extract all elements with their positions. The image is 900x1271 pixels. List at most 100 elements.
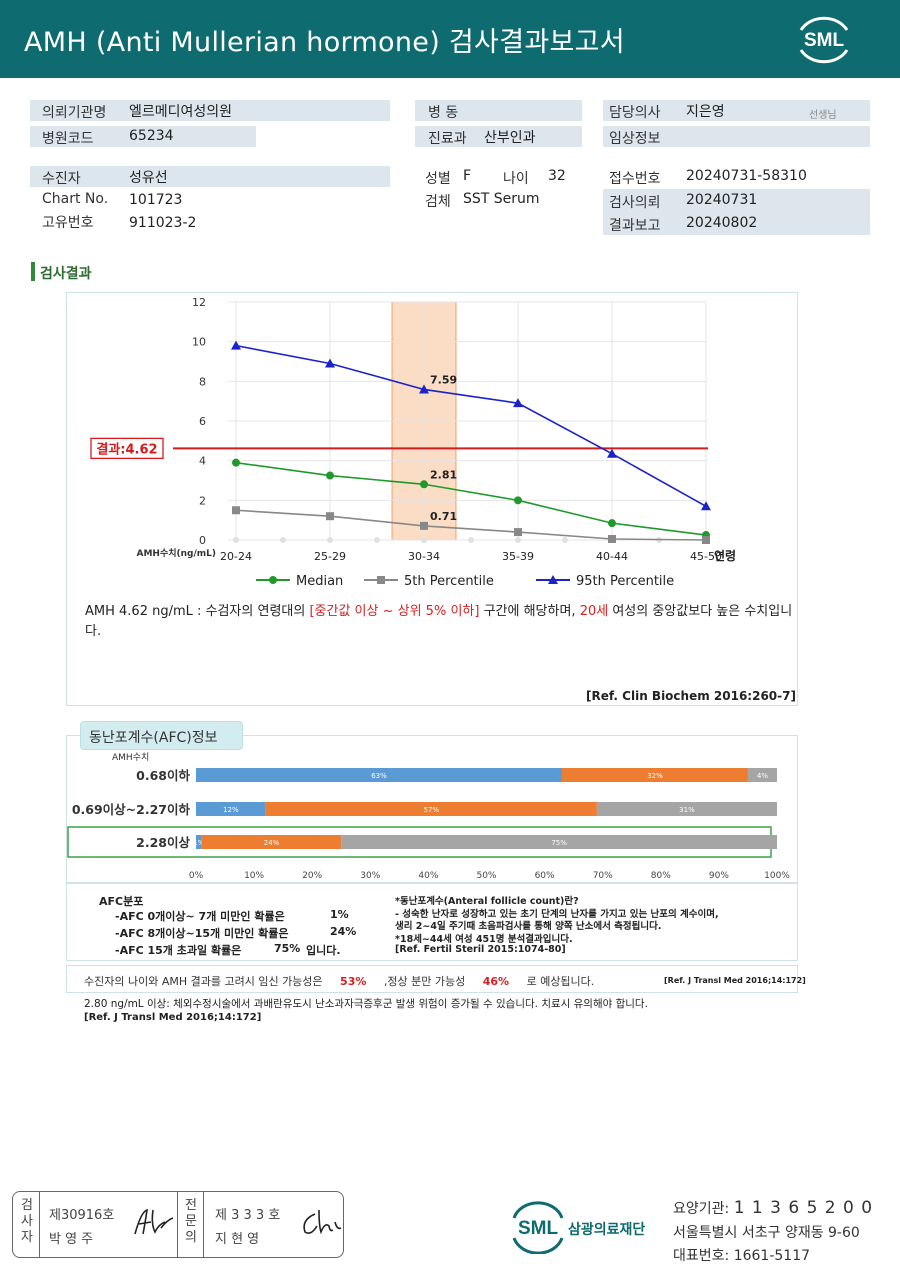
legend-label: 5th Percentile (404, 574, 494, 589)
afc-dist-value-1: 1% (330, 908, 349, 921)
afc-segment-label: 57% (424, 806, 440, 814)
series-line (235, 344, 707, 507)
median-point (420, 480, 428, 489)
doctor-label: 담당의사 (609, 105, 661, 121)
examiner-signature-icon (134, 1208, 174, 1235)
unique-no-label: 고유번호 (42, 215, 94, 231)
unique-no-value: 911023-2 (129, 215, 197, 231)
specialist-signature-icon (303, 1209, 342, 1235)
legend-label: Median (296, 574, 343, 589)
y-tick-label: 4 (199, 455, 206, 468)
specimen-label: 검체 (425, 194, 451, 210)
afc-x-tick-label: 0% (189, 871, 204, 881)
afc-bar-segment (196, 835, 202, 849)
foundation-name: 삼광의료재단 (568, 1222, 646, 1238)
signature-box: 검사자 제30916호 박 영 주 전문의 제 3 3 3 호 지 현 영 (12, 1191, 344, 1258)
age-value: 32 (548, 168, 566, 184)
data-label: 0.71 (430, 510, 457, 523)
specialist-cell: 전문의 (179, 1192, 203, 1257)
afc-x-tick-label: 70% (593, 871, 613, 881)
request-label: 검사의뢰 (609, 195, 661, 211)
axis-dot (421, 537, 427, 543)
interp-age: 20세 (579, 604, 609, 619)
address: 서울특별시 서초구 양재동 9-60 (673, 1225, 860, 1241)
afc-amh-label: AMH수치 (112, 751, 149, 763)
prob-part-1: 수진자의 나이와 AMH 결과를 고려시 임신 가능성은 (84, 975, 323, 988)
axis-dot (515, 537, 521, 543)
request-value: 20240731 (686, 192, 758, 208)
dept-value: 산부인과 (484, 130, 536, 146)
afc-segment-label: 63% (371, 772, 387, 780)
afc-x-tick-label: 40% (418, 871, 438, 881)
data-label: 2.81 (430, 468, 457, 481)
afc-row-label: 0.68이하 (136, 768, 190, 783)
examiner-name: 박 영 주 (49, 1232, 94, 1247)
ward-label: 병 동 (428, 105, 459, 121)
afc-dist-title: AFC분포 (99, 895, 144, 908)
y-tick-label: 10 (192, 336, 206, 349)
legend-marker (548, 575, 558, 584)
afc-x-tick-label: 30% (360, 871, 380, 881)
median-point (608, 519, 616, 528)
interp-part-3: 구간에 해당하며, (479, 604, 580, 619)
axis-dot (233, 537, 239, 543)
x-tick-label: 45-50 (690, 550, 722, 563)
doctor-suffix: 선생님 (809, 110, 837, 121)
report-header: AMH (Anti Mullerian hormone) 검사결과보고서 SML (0, 0, 900, 78)
afc-desc-line-3: 생리 2~4일 주기때 초음파검사를 통해 양쪽 난소에서 측정됩니다. (395, 921, 662, 932)
afc-x-tick-label: 10% (244, 871, 264, 881)
hospital-code-value: 65234 (129, 128, 174, 144)
probability-text: 수진자의 나이와 AMH 결과를 고려시 임신 가능성은 53% ,정상 분만 … (84, 973, 594, 989)
interpretation-text: AMH 4.62 ng/mL : 수검자의 연령대의 [중간값 이상 ~ 상위 … (85, 602, 805, 642)
receipt-label: 접수번호 (609, 171, 661, 187)
prob-part-3: 로 예상됩니다. (526, 975, 595, 988)
p5-point (232, 506, 240, 515)
examiner-cell: 검사자 (15, 1192, 39, 1257)
axis-dot (327, 537, 333, 543)
p5-point (326, 512, 334, 521)
chart-reference: [Ref. Clin Biochem 2016:260-7] (586, 689, 796, 703)
x-tick-label: 35-39 (502, 550, 534, 563)
specimen-value: SST Serum (463, 191, 540, 207)
series-line (235, 461, 707, 536)
y-tick-label: 6 (199, 415, 206, 428)
afc-note-panel (66, 883, 798, 961)
examiner-cell-label: 검사자 (21, 1198, 33, 1245)
afc-x-tick-label: 90% (709, 871, 729, 881)
afc-segment-label: 12% (223, 806, 239, 814)
institution-label: 의뢰기관명 (42, 105, 107, 121)
institution-value: 엘르메디여성의원 (129, 104, 233, 120)
warning-reference: [Ref. J Transl Med 2016;14:172] (84, 1012, 262, 1023)
report-value: 20240802 (686, 215, 758, 231)
afc-segment-label: 75% (551, 839, 567, 847)
median-point (232, 458, 240, 467)
examiner-license: 제30916호 (49, 1208, 115, 1223)
chart-no-value: 101723 (129, 192, 183, 208)
specialist-name: 지 현 영 (215, 1232, 260, 1247)
y-tick-label: 2 (199, 494, 206, 507)
interp-part-5: 여성의 중앙값보다 높은 수치입니다. (85, 604, 793, 639)
p95-point (419, 384, 429, 394)
report-label: 결과보고 (609, 218, 661, 234)
sml-logo-text: SML (804, 30, 845, 51)
afc-bar-segment (265, 802, 597, 816)
patient-value: 성유선 (129, 170, 168, 186)
data-label: 7.59 (430, 373, 457, 386)
age-label: 나이 (503, 171, 529, 187)
p95-point (513, 398, 523, 408)
p95-point (325, 358, 335, 368)
median-point (514, 496, 522, 505)
p95-point (607, 448, 617, 458)
afc-desc-line-1: *동난포계수(Anteral follicle count)란? (395, 896, 579, 907)
sml-footer-logo-text: SML (518, 1218, 559, 1239)
p95-point (231, 340, 241, 350)
phone-number: 대표번호: 1661-5117 (673, 1248, 811, 1264)
section-title: 검사결과 (40, 266, 92, 282)
afc-bar-segment (562, 768, 748, 782)
clinical-label: 임상정보 (609, 131, 661, 147)
y-tick-label: 0 (199, 534, 206, 547)
afc-bar-segment (747, 768, 777, 782)
doctor-value: 지은영 (686, 104, 725, 120)
receipt-value: 20240731-58310 (686, 168, 807, 184)
afc-bar-segment (201, 835, 342, 849)
